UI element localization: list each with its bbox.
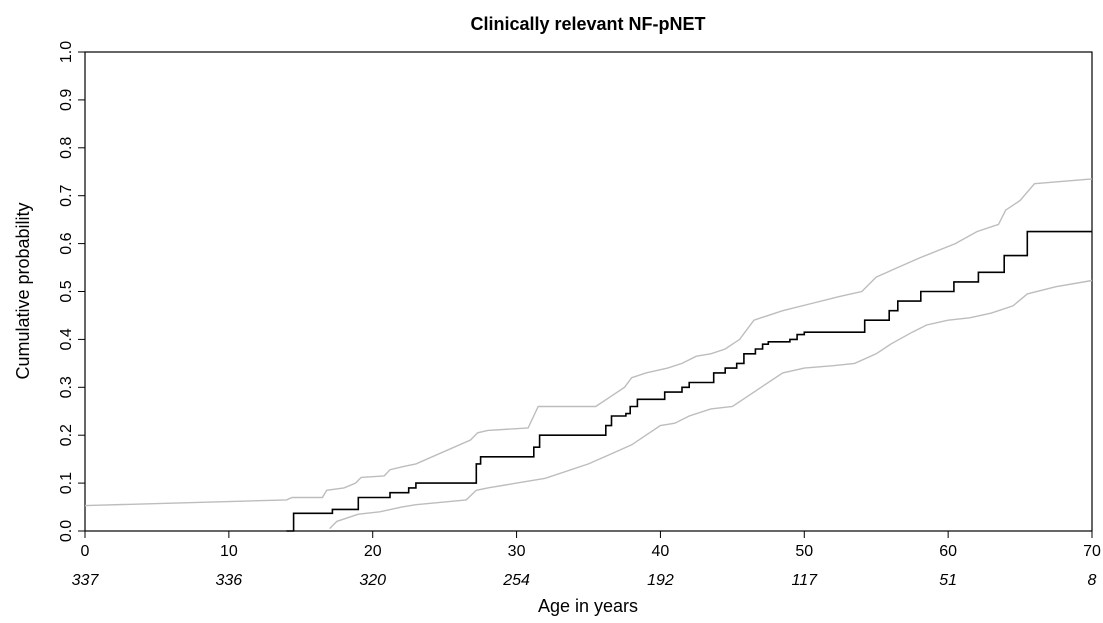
chart-title: Clinically relevant NF-pNET [470, 14, 705, 34]
number-at-risk-row: 337 336 320 254 192 117 51 8 [72, 572, 1097, 589]
y-tick-label-0: 0.0 [58, 520, 75, 542]
risk-count-4: 192 [647, 572, 674, 589]
x-tick-label-0: 0 [81, 543, 90, 560]
y-tick-label-5: 0.5 [58, 280, 75, 302]
x-tick-label-4: 40 [652, 543, 670, 560]
y-tick-label-9: 0.9 [58, 89, 75, 111]
y-tick-label-3: 0.3 [58, 376, 75, 398]
lower-confidence-line [329, 279, 1093, 530]
x-tick-label-3: 30 [508, 543, 526, 560]
y-tick-label-6: 0.6 [58, 232, 75, 254]
y-axis-label: Cumulative probability [13, 202, 33, 379]
x-axis-label: Age in years [538, 596, 638, 616]
risk-count-1: 336 [216, 572, 243, 589]
risk-count-0: 337 [72, 572, 100, 589]
y-tick-label-8: 0.8 [58, 137, 75, 159]
series-layer [84, 178, 1093, 532]
y-tick-label-2: 0.2 [58, 424, 75, 446]
x-tick-label-1: 10 [220, 543, 238, 560]
estimate-line [286, 230, 1092, 532]
risk-count-6: 51 [939, 572, 957, 589]
x-tick-label-2: 20 [364, 543, 382, 560]
upper-confidence-line [84, 178, 1093, 507]
x-tick-label-7: 70 [1083, 543, 1101, 560]
x-tick-label-5: 50 [795, 543, 813, 560]
risk-count-3: 254 [502, 572, 530, 589]
x-tick-label-6: 60 [939, 543, 957, 560]
risk-count-7: 8 [1088, 572, 1097, 589]
y-tick-label-4: 0.4 [58, 328, 75, 350]
risk-count-5: 117 [792, 572, 819, 589]
x-axis: 0 10 20 30 40 50 60 70 [81, 531, 1101, 560]
y-tick-label-10: 1.0 [58, 41, 75, 63]
y-tick-label-7: 0.7 [58, 184, 75, 206]
y-axis: 0.0 0.1 0.2 0.3 0.4 0.5 0.6 0.7 0.8 0.9 1.0 [58, 41, 85, 542]
risk-count-2: 320 [359, 572, 386, 589]
y-tick-label-1: 0.1 [58, 472, 75, 494]
